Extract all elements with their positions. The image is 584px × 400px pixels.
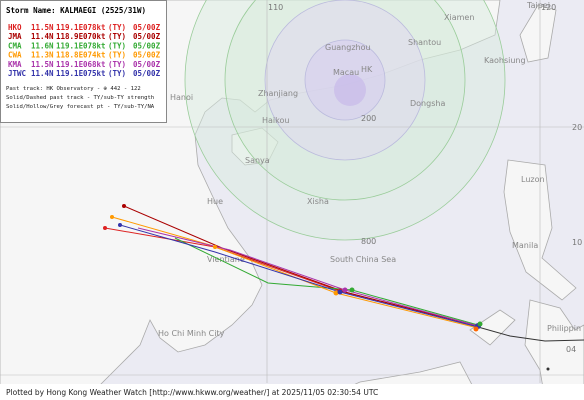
lon-label: 110 xyxy=(268,3,283,12)
table-cell: 11.5N xyxy=(31,23,54,32)
table-cell: 05/00Z xyxy=(133,23,161,32)
place: Ho Chi Minh City xyxy=(158,329,225,338)
table-cell: 118.8E xyxy=(56,51,84,60)
place: Xisha xyxy=(307,197,329,206)
past-track xyxy=(477,326,584,342)
place: Guangzhou xyxy=(325,43,371,52)
table-cell: 119.1E xyxy=(56,23,84,32)
table-cell: 119.1E xyxy=(56,69,84,78)
place: Manila xyxy=(512,241,538,250)
table-cell: 11.6N xyxy=(31,41,54,50)
lon-label: 120 xyxy=(541,3,556,12)
place: Sanya xyxy=(245,156,270,165)
table-cell: CWA xyxy=(8,51,22,60)
table-cell: JTWC xyxy=(8,69,26,78)
place: Luzon xyxy=(521,175,545,184)
table-cell: KMA xyxy=(8,60,22,69)
place: Hue xyxy=(207,197,223,206)
legend-line: Past track: HK Observatory - ⊕ 442 - 122 xyxy=(6,86,141,92)
table-cell: (TY) xyxy=(108,32,126,41)
table-cell: 068kt xyxy=(83,60,106,69)
table-cell: 11.3N xyxy=(31,51,54,60)
table-cell: JMA xyxy=(8,32,22,41)
table-cell: 119.1E xyxy=(56,60,84,69)
kma-track xyxy=(137,227,479,327)
place: Macau xyxy=(333,68,359,77)
ring-label: 800 xyxy=(361,237,376,246)
place: Dongsha xyxy=(410,99,445,108)
table-cell: HKO xyxy=(8,23,22,32)
cma-track xyxy=(174,237,479,326)
table-cell: 11.5N xyxy=(31,60,54,69)
place: Kaohsiung xyxy=(484,56,526,65)
place: HK xyxy=(361,65,373,74)
table-cell: 078kt xyxy=(83,23,106,32)
tracks xyxy=(104,205,584,342)
place: Zhanjiang xyxy=(258,89,298,98)
table-cell: 119.1E xyxy=(56,41,84,50)
place: Haikou xyxy=(262,116,289,125)
lat-label: 10 xyxy=(572,238,582,247)
range-rings xyxy=(184,0,506,241)
jma-track xyxy=(123,205,479,327)
place: Hanoi xyxy=(170,93,193,102)
storm-title: Storm Name: KALMAEGI (2525/31W) xyxy=(6,6,146,15)
table-cell: 11.4N xyxy=(31,69,54,78)
cwa-track xyxy=(111,216,479,329)
table-cell: 075kt xyxy=(83,69,106,78)
place: Shantou xyxy=(408,38,441,47)
table-cell: CMA xyxy=(8,41,22,50)
table-cell: 070kt xyxy=(83,32,106,41)
table-cell: (TY) xyxy=(108,51,126,60)
jtwc-track xyxy=(119,224,479,328)
places: Xiamen Taipei Guangzhou Shantou Kaohsiun… xyxy=(158,1,581,338)
legend-line: Solid/Dashed past track - TY/sub-TY stre… xyxy=(6,95,154,101)
legend-line: Solid/Hollow/Grey forecast pt - TY/sub-T… xyxy=(6,104,155,110)
table-cell: (TY) xyxy=(108,69,126,78)
forecast-points xyxy=(103,204,550,371)
table-cell: 078kt xyxy=(83,41,106,50)
table-cell: 074kt xyxy=(83,51,106,60)
table-cell: 05/00Z xyxy=(133,51,161,60)
table-cell: (TY) xyxy=(108,23,126,32)
place: Xiamen xyxy=(444,13,474,22)
corner-label: 04 xyxy=(566,345,576,354)
table-cell: 05/00Z xyxy=(133,41,161,50)
grid-lines xyxy=(0,0,584,383)
place: Taipei xyxy=(526,1,550,10)
lat-label: 20 xyxy=(572,123,582,132)
footer: Plotted by Hong Kong Weather Watch [http… xyxy=(6,388,378,397)
table-cell: 118.9E xyxy=(56,32,84,41)
place: Philippin xyxy=(547,324,581,333)
sea-label: South China Sea xyxy=(330,255,396,264)
info-box xyxy=(0,0,167,123)
footer-bar xyxy=(0,384,584,400)
table-cell: (TY) xyxy=(108,41,126,50)
table-cell: 05/00Z xyxy=(133,69,161,78)
table-cell: 05/00Z xyxy=(133,32,161,41)
table-cell: (TY) xyxy=(108,60,126,69)
table-cell: 11.4N xyxy=(31,32,54,41)
ring-label: 200 xyxy=(361,114,376,123)
place: Vientiane xyxy=(207,255,245,264)
table-cell: 05/00Z xyxy=(133,60,161,69)
